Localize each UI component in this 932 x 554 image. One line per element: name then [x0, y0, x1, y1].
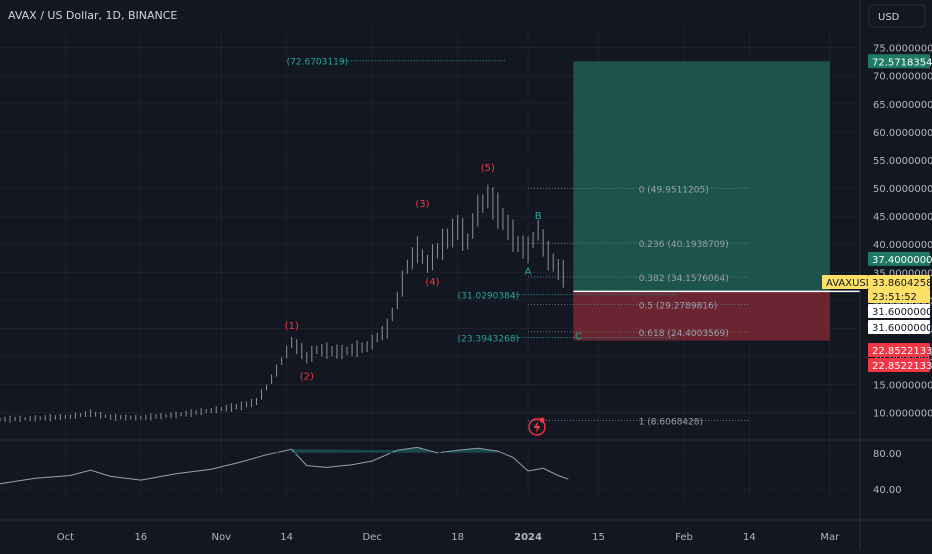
price-tick-label: 15.0000000 [873, 381, 932, 392]
price-tick-label: 60.0000000 [873, 128, 932, 139]
oscillator-tick-label: 80.00 [873, 449, 902, 460]
stop-badge: 22.8522133 [872, 346, 932, 357]
fib-level-label: 0.5 (29.2789816) [639, 301, 718, 311]
price-tick-label: 35.0000000 [873, 268, 932, 279]
secondary-badge-bg [868, 251, 930, 266]
fib-level-label: 1 (8.6068428) [639, 418, 703, 428]
wave-label: A [525, 267, 532, 278]
wave-label: B [535, 211, 542, 222]
time-tick-label: Feb [675, 532, 693, 543]
stop-badge-2: 22.8522133 [872, 361, 932, 372]
time-tick-label: 15 [592, 532, 605, 543]
oscillator-tick-label: 40.00 [873, 485, 902, 496]
time-tick-label: Oct [57, 532, 74, 543]
wave-label: C [575, 332, 582, 343]
fib-extension-label: (72.6703119) [287, 58, 348, 68]
currency-button[interactable]: USD [868, 4, 926, 28]
fib-level-label: 0.236 (40.1938709) [639, 240, 729, 250]
overbought-fill [291, 447, 498, 453]
chart-title: AVAX / US Dollar, 1D, BINANCE [8, 9, 177, 22]
countdown-badge: 23:51:52 [872, 292, 917, 303]
stop-badge-bg [868, 343, 930, 357]
stop-badge-2-bg [868, 358, 930, 372]
time-tick-label: Dec [362, 532, 381, 543]
wave-label: (3) [415, 199, 429, 210]
price-tick-label: 45.0000000 [873, 212, 932, 223]
position-zones[interactable] [573, 61, 860, 341]
symbol-badge-bg [822, 275, 868, 289]
fib-extension-label: (23.3943268) [458, 334, 519, 344]
entry-badge: 31.6000000 [872, 307, 932, 318]
time-tick-label: 14 [743, 532, 756, 543]
time-tick-label: 16 [134, 532, 147, 543]
currency-label: USD [878, 12, 900, 23]
time-tick-label: Mar [820, 532, 840, 543]
price-tick-label: 50.0000000 [873, 184, 932, 195]
wave-labels: (1) (2) (3) (4) (5) A B C [285, 163, 582, 382]
fib-level-label: 0.618 (24.4003569) [639, 329, 729, 339]
alert-icon[interactable] [528, 417, 546, 436]
wave-label: (4) [425, 277, 439, 288]
target-badge: 72.5718354 [872, 57, 932, 68]
wave-label: (1) [285, 321, 299, 332]
profit-zone [573, 61, 830, 292]
wave-label: (5) [481, 163, 495, 174]
price-tick-label: 40.0000000 [873, 240, 932, 251]
price-tick-label: 75.0000000 [873, 44, 932, 55]
secondary-badge: 37.4000000 [872, 255, 932, 266]
loss-zone [573, 291, 830, 341]
entry-badge-bg [868, 304, 930, 318]
time-tick-label: Nov [212, 532, 232, 543]
price-tick-label: 70.0000000 [873, 72, 932, 83]
price-tick-label: 10.0000000 [873, 409, 932, 420]
oscillator-pane: 40.00 80.00 [0, 446, 902, 496]
oscillator-line [0, 446, 569, 485]
candle-layer [0, 184, 564, 423]
current-price-badge: 33.8604258 [872, 278, 932, 289]
fibonacci-retracement[interactable]: 0 (49.9511205) 0.236 (40.1938709) 0.382 (3… [287, 58, 750, 428]
time-tick-label: 18 [451, 532, 464, 543]
wave-label: (2) [300, 372, 314, 383]
target-badge-bg [868, 54, 930, 69]
symbol-badge: AVAXUSD [826, 278, 874, 289]
time-tick-label: 2024 [514, 532, 542, 543]
fib-level-label: 0 (49.9511205) [639, 185, 709, 195]
price-tick-label: 65.0000000 [873, 100, 932, 111]
countdown-badge-bg [868, 289, 930, 303]
entry-badge-2-bg [868, 320, 930, 334]
time-tick-label: 14 [280, 532, 293, 543]
current-price-badge-bg [868, 275, 930, 289]
entry-badge-2: 31.6000000 [872, 323, 932, 334]
price-tick-label: 55.0000000 [873, 156, 932, 167]
fib-level-label: 0.382 (34.1576064) [639, 274, 729, 284]
fib-extension-label: (31.0290384) [458, 292, 519, 302]
